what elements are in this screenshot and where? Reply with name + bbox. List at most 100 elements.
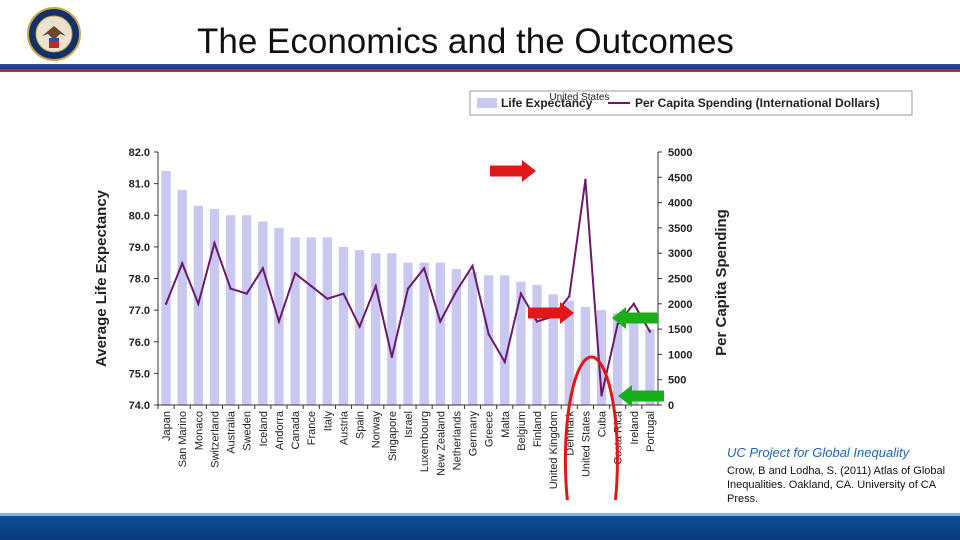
bar-austria (338, 246, 349, 405)
y-left-tick-label: 79.0 (129, 242, 150, 254)
y-left-tick-label: 75.0 (129, 368, 150, 380)
bar-finland (532, 284, 542, 405)
x-tick-label: Belgium (516, 411, 528, 451)
spending-point-new-zealand (439, 320, 442, 323)
bar-united-kingdom (548, 294, 558, 405)
x-tick-label: Norway (371, 411, 383, 449)
y-right-tick-label: 4500 (668, 172, 692, 184)
x-tick-label: New Zealand (435, 411, 447, 476)
spending-point-greece (487, 332, 490, 336)
x-tick-label: Netherlands (451, 411, 463, 471)
bar-denmark (564, 300, 574, 405)
spending-point-italy (326, 297, 329, 300)
y-left-tick-label: 78.0 (129, 274, 150, 286)
legend-swatch-life-expectancy (477, 98, 497, 108)
bar-australia (225, 215, 236, 405)
y-right-tick-label: 3500 (668, 223, 692, 235)
green-arrow-lower (618, 385, 664, 407)
spending-point-austria (342, 292, 345, 295)
x-tick-label: Portugal (645, 411, 657, 452)
x-tick-label: Monaco (193, 411, 205, 450)
spending-point-luxembourg (422, 267, 426, 270)
bar-ireland (629, 322, 639, 405)
spending-point-monaco (197, 302, 200, 305)
footer-accent-line (0, 513, 960, 516)
bar-germany (467, 272, 478, 405)
spending-point-singapore (390, 355, 394, 359)
red-arrow-middle (528, 302, 574, 324)
x-tick-label: Australia (226, 410, 238, 454)
bar-singapore (387, 253, 397, 405)
bar-belgium (516, 281, 526, 405)
bar-norway (371, 253, 381, 405)
spending-point-finland (535, 320, 539, 323)
spending-point-cuba (600, 394, 603, 397)
bar-switzerland (209, 208, 220, 405)
x-tick-label: Switzerland (209, 411, 221, 468)
legend-label-spending: Per Capita Spending (International Dolla… (635, 96, 880, 110)
bar-portugal (645, 329, 655, 405)
bar-malta (500, 275, 510, 405)
spending-point-andorra (277, 320, 281, 323)
spending-point-iceland (261, 267, 265, 270)
x-tick-label: Canada (290, 410, 302, 449)
green-arrow-upper (612, 307, 658, 329)
spending-point-switzerland (213, 241, 216, 245)
y-right-tick-label: 2500 (668, 274, 692, 286)
legend-label-life-expectancy: Life Expectancy (501, 96, 593, 110)
x-tick-label: Japan (161, 411, 173, 441)
spending-point-canada (293, 272, 297, 275)
footer-band (0, 516, 960, 540)
y-right-tick-label: 4000 (668, 198, 692, 210)
spending-point-japan (164, 302, 168, 305)
spending-point-spain (358, 325, 361, 328)
bar-japan (161, 170, 171, 405)
y-left-tick-label: 76.0 (129, 337, 150, 349)
x-tick-label: France (306, 411, 318, 445)
x-tick-label: United Kingdom (548, 411, 560, 489)
x-tick-label: Andorra (274, 410, 286, 450)
highlight-ellipse (563, 355, 619, 500)
legend-box (469, 90, 913, 116)
x-tick-label: Greece (484, 411, 496, 447)
spending-point-united-states (584, 178, 587, 182)
page-title: The Economics and the Outcomes (197, 22, 734, 61)
spending-point-denmark (568, 295, 571, 298)
y-left-tick-label: 74.0 (129, 400, 150, 412)
spending-point-malta (503, 360, 506, 364)
x-tick-label: San Marino (177, 411, 189, 467)
spending-point-belgium (519, 292, 523, 295)
seal-logo (27, 7, 81, 61)
bar-luxembourg (419, 262, 429, 405)
x-tick-label: Sweden (242, 411, 254, 451)
y-left-tick-label: 81.0 (129, 179, 150, 191)
x-tick-label: Israel (403, 411, 415, 438)
x-tick-label: Spain (355, 411, 367, 439)
spending-point-netherlands (455, 289, 458, 293)
y-left-axis-title: Average Life Expectancy (93, 189, 110, 367)
bar-new-zealand (435, 262, 445, 405)
bar-iceland (258, 221, 268, 405)
y-left-tick-label: 80.0 (129, 210, 150, 222)
spending-point-costa-rica (616, 322, 619, 326)
bar-sweden (242, 215, 252, 405)
bar-canada (290, 237, 300, 405)
spending-point-germany (471, 264, 474, 268)
x-tick-label: United States (580, 411, 592, 478)
bar-italy (322, 237, 333, 405)
y-right-axis-title: Per Capita Spending (713, 209, 730, 356)
y-right-tick-label: 2000 (668, 299, 692, 311)
red-arrow-top (490, 160, 536, 182)
y-left-tick-label: 77.0 (129, 305, 150, 317)
y-right-tick-label: 5000 (668, 147, 692, 159)
x-tick-label: Cuba (597, 410, 609, 437)
source-title[interactable]: UC Project for Global Inequality (727, 445, 910, 460)
x-tick-label: Luxembourg (419, 411, 431, 472)
y-right-tick-label: 3000 (668, 248, 692, 260)
x-tick-label: Italy (322, 411, 334, 432)
x-tick-label: Ireland (629, 411, 641, 445)
y-right-tick-label: 1000 (668, 349, 692, 361)
spending-point-norway (374, 284, 377, 288)
bar-cuba (596, 310, 607, 405)
spending-point-ireland (632, 302, 636, 305)
